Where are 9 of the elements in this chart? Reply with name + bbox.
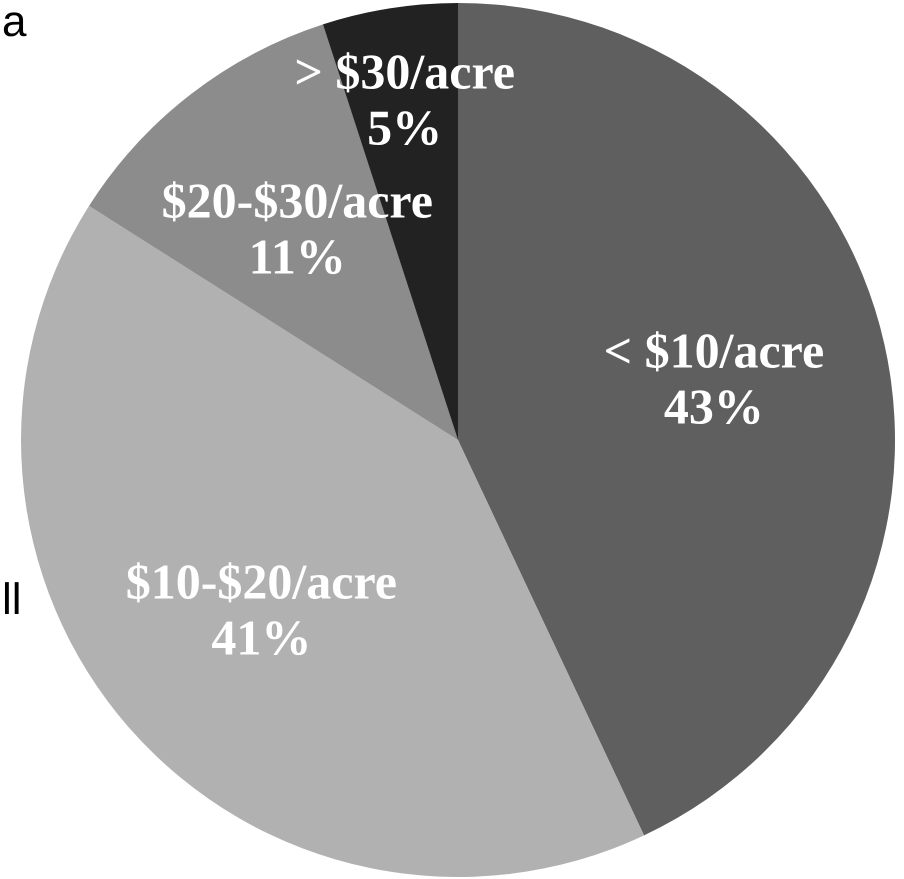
data-label: 43% [664,378,764,435]
data-label: 41% [211,609,312,666]
text: ll [2,575,22,624]
text: a [2,0,26,46]
slice-label: $10-$20/acre [126,553,397,610]
data-label: 11% [248,228,346,285]
slice-label: < $10/acre [604,322,824,379]
slice-label: > $30/acre [294,43,515,100]
data-label: 5% [367,99,442,156]
